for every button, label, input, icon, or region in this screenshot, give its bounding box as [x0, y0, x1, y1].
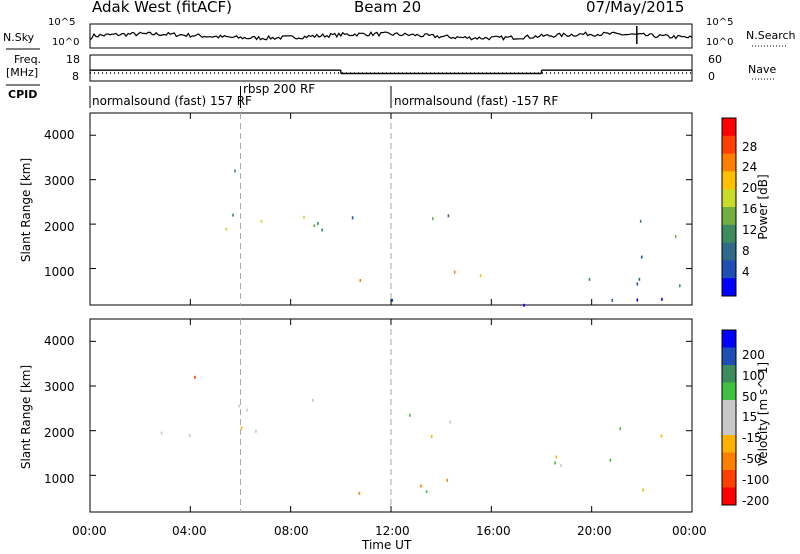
x-axis-label: Time UT [362, 538, 412, 552]
power-cbar-tick-8: 8 [742, 244, 750, 258]
velocity-colorbar-swatch [722, 400, 736, 418]
power-ytick-2000: 2000 [44, 220, 75, 234]
xtick-0: 00:00 [72, 524, 107, 538]
power-colorbar-swatch [722, 242, 736, 261]
freq-tick-top: 18 [66, 53, 80, 66]
power-cbar-tick-12: 12 [742, 223, 758, 237]
velocity-y-axis-label: Slant Range [km] [19, 365, 33, 469]
power-colorbar-swatch [722, 189, 736, 208]
power-echo-region-1 [225, 213, 323, 232]
velocity-colorbar-label: Velocity [m s^-1] [756, 362, 770, 466]
freq-tick-bottom: 8 [72, 70, 79, 83]
nsearch-label: N.Search [746, 29, 796, 42]
power-cbar-tick-28: 28 [742, 140, 758, 154]
velocity-colorbar-swatch [722, 365, 736, 383]
velocity-echo-region-3 [358, 478, 449, 495]
beam-title: Beam 20 [354, 0, 422, 16]
power-echo-region-0 [234, 169, 236, 173]
power-cbar-tick-24: 24 [742, 160, 758, 174]
vel-cbar-tick-100: 100 [742, 369, 765, 383]
power-ytick-1000: 1000 [44, 265, 75, 279]
velocity-ytick-4000: 4000 [44, 334, 75, 348]
nsky-panel [89, 23, 693, 49]
power-colorbar-swatch [722, 153, 736, 172]
nsky-label: N.Sky [3, 31, 35, 44]
velocity-echo-region-1 [160, 398, 314, 437]
power-cbar-tick-4: 4 [742, 265, 750, 279]
power-ytick-4000: 4000 [44, 128, 75, 142]
vel-cbar-tick-200: 200 [742, 348, 765, 362]
xtick-2: 08:00 [274, 524, 309, 538]
velocity-colorbar-swatch [722, 470, 736, 488]
cpid-segment-2: rbsp 200 RF [243, 82, 316, 96]
velocity-colorbar-swatch [722, 417, 736, 436]
nave-label: Nave [748, 63, 777, 76]
power-ytick-3000: 3000 [44, 174, 75, 188]
xtick-5: 20:00 [577, 524, 612, 538]
nsky-tick-top: 10^5 [48, 17, 76, 28]
power-colorbar-swatch [722, 118, 736, 137]
velocity-colorbar-frame [721, 329, 737, 506]
freq-label: Freq. [14, 53, 42, 66]
cpid-label: CPID [8, 88, 38, 101]
power-colorbar-swatch [722, 171, 736, 190]
velocity-echo-region-6 [619, 427, 663, 438]
power-echo-region-2 [351, 214, 450, 221]
date-title: 07/May/2015 [586, 0, 685, 16]
power-cbar-tick-16: 16 [742, 202, 758, 216]
velocity-ytick-1000: 1000 [44, 472, 75, 486]
power-echo-region-5 [639, 219, 677, 239]
velocity-echo-region-2 [409, 413, 451, 438]
freq-unit: [MHz] [6, 66, 39, 79]
vel-cbar-tick-50: 50 [742, 390, 758, 404]
power-colorbar-label: Power [dB] [756, 174, 770, 239]
power-colorbar-swatch [722, 207, 736, 226]
velocity-ytick-2000: 2000 [44, 426, 75, 440]
power-colorbar-swatch [722, 135, 736, 155]
power-echo-region-6 [391, 297, 663, 307]
xtick-3: 12:00 [375, 524, 410, 538]
vel-cbar-tick-m15: -15 [742, 431, 762, 445]
velocity-echo-region-4 [425, 490, 428, 494]
freq-panel [89, 54, 693, 82]
vel-cbar-tick-m100: -100 [742, 473, 770, 487]
nsky-line [89, 31, 693, 41]
nsearch-tick-top: 10^5 [706, 17, 734, 28]
power-cbar-tick-20: 20 [742, 181, 758, 195]
radar-title: Adak West (fitACF) [92, 0, 232, 16]
xtick-1: 04:00 [172, 524, 207, 538]
power-y-axis-label: Slant Range [km] [19, 158, 33, 262]
xtick-6: 00:00 [672, 524, 707, 538]
nsky-tick-bottom: 10^0 [52, 37, 80, 48]
xtick-4: 16:00 [476, 524, 511, 538]
velocity-echo-region-0 [194, 375, 196, 379]
power-colorbar-frame [721, 117, 737, 297]
cpid-segment-1: normalsound (fast) 157 RF [92, 94, 252, 108]
nsearch-tick-bottom: 10^0 [706, 37, 734, 48]
velocity-colorbar-swatch [722, 435, 736, 453]
power-colorbar-swatch [722, 260, 736, 279]
power-echo-region-3 [359, 270, 482, 282]
nave-tick-top: 60 [708, 53, 722, 66]
power-echo-region-4 [588, 255, 681, 288]
velocity-colorbar-swatch [722, 347, 736, 366]
velocity-colorbar-swatch [722, 452, 736, 471]
vel-cbar-tick-m50: -50 [742, 452, 762, 466]
power-colorbar-swatch [722, 224, 736, 244]
vel-cbar-tick-m200: -200 [742, 494, 770, 508]
velocity-colorbar-swatch [722, 330, 736, 348]
cpid-segment-3: normalsound (fast) -157 RF [394, 94, 559, 108]
vel-cbar-tick-15: 15 [742, 410, 758, 424]
velocity-colorbar-swatch [722, 382, 736, 401]
velocity-colorbar-swatch [722, 487, 736, 506]
power-colorbar-swatch [722, 278, 736, 297]
velocity-ytick-3000: 3000 [44, 380, 75, 394]
velocity-echo-region-5 [554, 455, 644, 492]
nave-tick-bottom: 0 [708, 70, 715, 83]
